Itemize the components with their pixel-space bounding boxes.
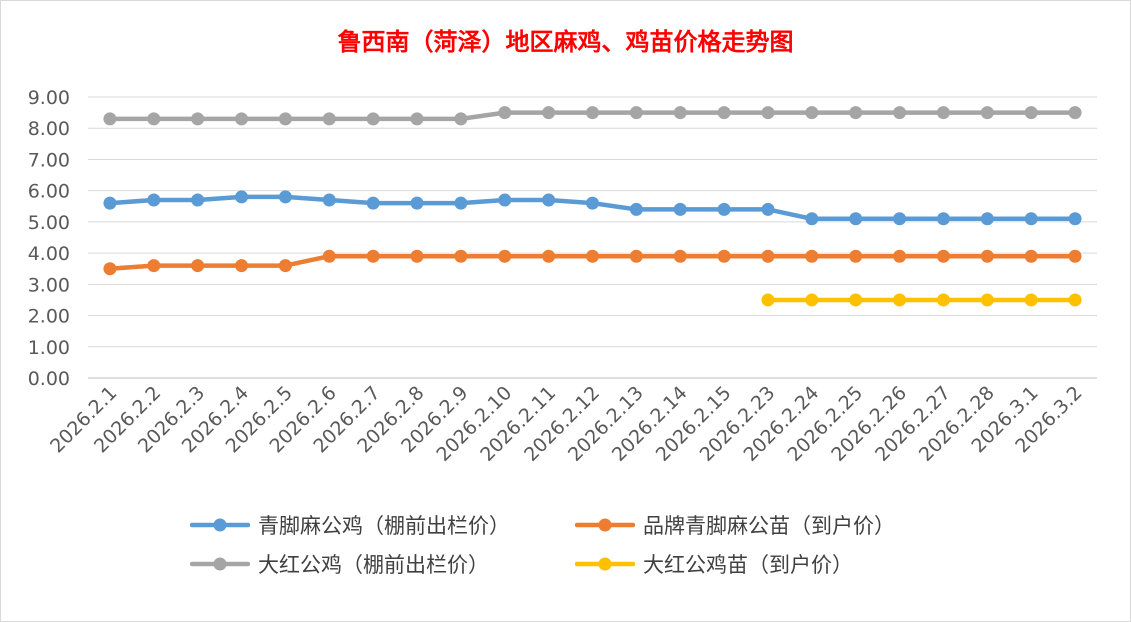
data-point [191, 193, 205, 207]
data-point [147, 259, 161, 273]
data-point [1068, 106, 1082, 120]
series-lines [103, 106, 1082, 307]
chart-title: 鲁西南（菏泽）地区麻鸡、鸡苗价格走势图 [337, 27, 794, 56]
data-point [235, 190, 249, 204]
data-point [893, 106, 907, 120]
data-point [673, 106, 687, 120]
data-point [1024, 212, 1038, 226]
y-tick-label: 3.00 [28, 274, 70, 296]
data-point [936, 106, 950, 120]
data-point [805, 293, 819, 307]
data-point [235, 259, 249, 273]
y-tick-label: 0.00 [28, 368, 70, 390]
data-point [454, 112, 468, 126]
data-point [103, 112, 117, 126]
series-0 [103, 190, 1082, 226]
data-point [1024, 249, 1038, 263]
data-point [761, 106, 775, 120]
data-point [498, 106, 512, 120]
data-point [1068, 212, 1082, 226]
data-point [454, 249, 468, 263]
data-point [805, 249, 819, 263]
y-tick-label: 4.00 [28, 243, 70, 265]
data-point [761, 249, 775, 263]
data-point [1068, 293, 1082, 307]
data-point [322, 112, 336, 126]
data-point [191, 112, 205, 126]
data-point [849, 106, 863, 120]
data-point [761, 293, 775, 307]
data-point [366, 196, 380, 210]
data-point [629, 202, 643, 216]
data-point [498, 193, 512, 207]
data-point [805, 212, 819, 226]
data-point [410, 196, 424, 210]
data-point [893, 293, 907, 307]
data-point [936, 249, 950, 263]
data-point [629, 106, 643, 120]
data-point [893, 249, 907, 263]
data-point [147, 193, 161, 207]
data-point [717, 202, 731, 216]
data-point [586, 106, 599, 120]
data-point [673, 249, 687, 263]
series-3 [761, 293, 1082, 307]
data-point [849, 293, 863, 307]
data-point [191, 259, 205, 273]
data-point [366, 249, 380, 263]
data-point [366, 112, 380, 126]
data-point [849, 249, 863, 263]
data-point [980, 293, 994, 307]
data-point [278, 112, 292, 126]
data-point [103, 262, 117, 276]
y-tick-label: 9.00 [28, 87, 70, 109]
data-point [147, 112, 161, 126]
y-tick-label: 5.00 [28, 212, 70, 234]
data-point [586, 249, 599, 263]
y-axis: 0.00 1.00 2.00 3.00 4.00 5.00 6.00 7.00 8.00 9.00 [28, 87, 70, 390]
data-point [717, 106, 731, 120]
series-1 [103, 249, 1082, 276]
data-point [586, 196, 599, 210]
data-point [1068, 249, 1082, 263]
data-point [322, 193, 336, 207]
data-point [980, 212, 994, 226]
data-point [980, 249, 994, 263]
data-point [410, 249, 424, 263]
series-2 [103, 106, 1082, 126]
data-point [410, 112, 424, 126]
data-point [761, 202, 775, 216]
data-point [1024, 106, 1038, 120]
data-point [936, 212, 950, 226]
data-point [103, 196, 117, 210]
gridlines [88, 96, 1097, 379]
data-point [893, 212, 907, 226]
data-point [235, 112, 249, 126]
data-point [805, 106, 819, 120]
data-point [542, 193, 556, 207]
data-point [278, 259, 292, 273]
data-point [1024, 293, 1038, 307]
data-point [849, 212, 863, 226]
data-point [673, 202, 687, 216]
y-tick-label: 7.00 [28, 149, 70, 171]
data-point [322, 249, 336, 263]
data-point [278, 190, 292, 204]
y-tick-label: 1.00 [28, 337, 70, 359]
x-axis: 2026.2.12026.2.22026.2.32026.2.42026.2.5… [46, 382, 1087, 466]
y-tick-label: 2.00 [28, 306, 70, 328]
y-tick-label: 8.00 [28, 118, 70, 140]
data-point [936, 293, 950, 307]
data-point [629, 249, 643, 263]
data-point [542, 249, 556, 263]
data-point [717, 249, 731, 263]
data-point [454, 196, 468, 210]
data-point [980, 106, 994, 120]
data-point [498, 249, 512, 263]
y-tick-label: 6.00 [28, 181, 70, 203]
data-point [542, 106, 556, 120]
